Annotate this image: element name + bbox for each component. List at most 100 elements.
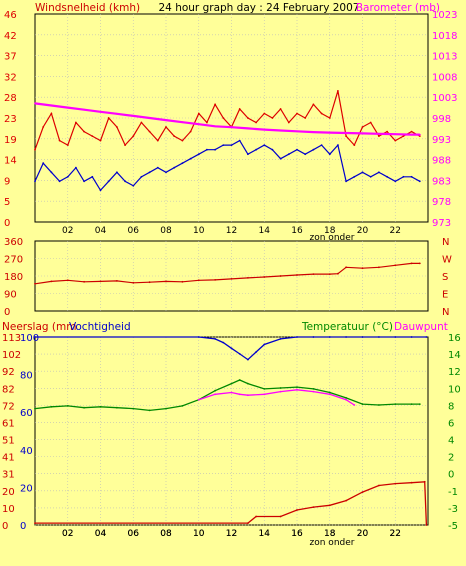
point-rain [247,522,249,524]
point-wind [214,103,217,106]
rain-axis-title: Neerslag (mm [2,321,76,333]
point-wind [189,130,192,133]
point-temperature [394,403,397,405]
x-tick-label: 16 [291,226,303,236]
point-wind [271,117,274,119]
y-left-tick-label: 37 [4,52,17,63]
point-humidity [296,336,298,338]
point-barometer [116,112,118,115]
y-right-tick-label: S [442,272,448,283]
point-dewpoint [279,390,282,393]
x-tick-label: 04 [95,529,107,539]
point-gust [148,171,151,174]
point-barometer [394,133,397,136]
point-wind_dir [328,273,331,275]
point-dewpoint [247,394,249,397]
point-temperature [378,404,380,406]
series-rain [35,481,428,526]
point-gust [132,184,135,187]
point-humidity [222,341,225,344]
point-gust [353,175,356,178]
y-rain-tick-label: 10 [2,504,15,515]
x-tick-label: 22 [390,529,401,539]
point-gust [214,148,217,151]
point-wind [369,121,372,124]
point-gust [378,171,380,174]
y-humidity-tick-label: 0 [20,521,26,532]
point-wind [165,126,167,128]
point-gust [369,175,372,178]
point-gust [230,144,233,147]
y-temperature-tick-label: 4 [448,436,454,447]
point-wind_dir [410,262,413,265]
point-wind_dir [378,266,380,269]
point-gust [34,180,36,183]
point-temperature [312,388,315,390]
x-tick-label: 18 [324,226,336,236]
x-tick-label: 22 [390,226,401,236]
point-wind_dir [263,276,266,278]
point-barometer [328,131,331,134]
point-temperature [230,382,233,385]
y-right-tick-label: 1013 [432,52,457,63]
point-humidity [238,353,241,355]
x-tick-label: 20 [357,226,369,236]
point-wind_dir [99,280,102,283]
x-tick-label: 22 [390,529,401,539]
y-rain-tick-label: 20 [2,487,15,498]
point-gust [107,180,110,183]
point-dewpoint [238,393,241,396]
point-gust [116,171,118,174]
y-left-tick-label: 46 [4,10,17,21]
point-wind_dir [361,267,364,270]
point-gust [345,180,347,183]
point-gust [394,180,397,183]
y-rain-tick-label: 102 [2,350,21,361]
panel-1-frame [34,13,429,223]
point-humidity [328,336,331,338]
point-barometer [197,123,200,126]
x-tick-label: 20 [357,529,369,539]
y-right-tick-label: 983 [432,176,451,187]
point-wind_dir [312,273,315,275]
x-tick-label: 14 [259,226,271,236]
point-wind [197,112,200,115]
point-gust [328,153,331,156]
point-temperature [263,388,266,390]
point-wind_dir [132,281,135,284]
point-gust [386,175,388,178]
point-barometer [418,133,421,136]
point-wind [140,121,143,124]
y-temperature-tick-label: 14 [448,350,461,361]
point-wind_dir [197,279,200,282]
point-rain [255,515,257,518]
x-tick-label: 18 [324,529,336,539]
point-barometer [34,102,36,105]
point-wind [206,121,208,124]
y-right-tick-label: E [442,290,448,301]
y-rain-tick-label: 41 [2,453,15,464]
point-temperature [34,407,36,410]
point-humidity [425,336,428,338]
y-right-tick-label: 973 [432,218,451,229]
point-wind_dir [247,277,249,279]
point-humidity [255,351,257,353]
y-humidity-tick-label: 100 [20,333,39,344]
panel-2-frame [34,240,429,312]
y-rain-tick-label: 92 [2,367,15,378]
point-dewpoint [328,393,331,396]
point-wind [99,139,102,142]
point-wind_dir [50,280,53,283]
point-wind [337,90,339,92]
point-rain [361,491,364,493]
x-tick-label: 06 [128,226,140,236]
point-barometer [296,130,298,133]
point-barometer [50,104,53,107]
point-wind_dir [296,274,298,276]
point-humidity [361,336,364,338]
point-gust [222,144,225,147]
y-rain-tick-label: 82 [2,384,15,395]
x-tick-label: 16 [291,529,303,539]
point-gust [91,175,94,178]
